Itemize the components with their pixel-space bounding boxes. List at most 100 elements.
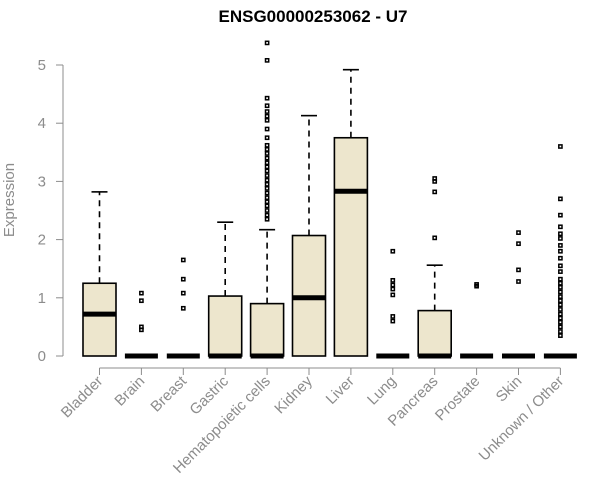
- x-tick-label: Bladder: [58, 373, 107, 422]
- y-axis-label: Expression: [1, 163, 18, 237]
- outlier-point: [558, 298, 563, 304]
- outlier-point: [390, 286, 396, 292]
- outlier-point: [264, 160, 270, 166]
- outlier-point: [390, 292, 396, 298]
- outlier-point: [264, 109, 270, 114]
- outlier-point: [558, 324, 563, 330]
- outlier-point: [264, 199, 270, 205]
- outlier-point: [390, 248, 396, 254]
- plot-area: [82, 40, 577, 359]
- box-liver: [333, 68, 369, 357]
- outlier-point: [558, 212, 563, 218]
- outlier-point: [180, 290, 186, 296]
- outlier-point: [516, 267, 521, 273]
- outlier-point: [432, 176, 438, 181]
- outlier-point: [139, 324, 144, 330]
- y-axis: 0 1 2 3 4 5: [38, 57, 64, 365]
- outlier-point: [264, 117, 270, 123]
- outlier-point: [516, 241, 521, 247]
- outlier-point: [558, 307, 563, 312]
- box-prostate: [460, 282, 494, 359]
- outlier-point: [264, 113, 270, 119]
- outlier-point: [558, 255, 563, 261]
- box-hematopoietic-cells: [249, 40, 285, 359]
- outlier-point: [264, 147, 270, 152]
- outlier-point: [558, 231, 563, 237]
- outlier-point: [264, 186, 270, 191]
- outlier-point: [558, 329, 563, 334]
- box-lung: [376, 248, 410, 359]
- outlier-point: [264, 126, 270, 132]
- outlier-point: [558, 333, 563, 338]
- x-tick-label: Breast: [147, 372, 190, 415]
- outlier-point: [390, 318, 396, 324]
- outlier-point: [264, 95, 270, 101]
- x-tick-label: Kidney: [271, 372, 316, 417]
- iqr-box: [417, 309, 453, 357]
- y-tick-label: 3: [38, 173, 46, 190]
- outlier-point: [390, 282, 396, 288]
- outlier-point: [264, 168, 270, 174]
- x-tick-label: Prostate: [432, 373, 484, 425]
- outlier-point: [264, 177, 270, 183]
- iqr-box: [333, 136, 369, 357]
- box-skin: [502, 230, 535, 359]
- outlier-point: [558, 236, 563, 241]
- outlier-point: [558, 319, 563, 325]
- outlier-point: [558, 311, 563, 317]
- outlier-point: [558, 263, 563, 269]
- outlier-point: [558, 243, 563, 248]
- outlier-point: [264, 135, 270, 141]
- box-unknown-other: [543, 144, 577, 359]
- outlier-point: [558, 144, 563, 149]
- outlier-point: [264, 57, 270, 63]
- outlier-point: [558, 315, 563, 321]
- y-tick-label: 2: [38, 232, 46, 249]
- outlier-point: [264, 173, 270, 178]
- y-tick-label: 0: [38, 348, 46, 365]
- outlier-point: [558, 276, 563, 282]
- y-tick-label: 1: [38, 290, 46, 307]
- outlier-point: [558, 280, 563, 286]
- outlier-point: [264, 181, 270, 187]
- outlier-point: [558, 294, 563, 299]
- box-breast: [166, 257, 200, 359]
- outlier-point: [558, 289, 563, 295]
- outlier-point: [558, 248, 563, 254]
- iqr-box: [249, 302, 285, 357]
- outlier-point: [516, 230, 521, 235]
- outlier-point: [180, 276, 186, 282]
- box-brain: [124, 290, 158, 359]
- outlier-point: [264, 190, 270, 196]
- outlier-point: [264, 203, 270, 209]
- outlier-point: [558, 196, 563, 202]
- iqr-box: [207, 295, 243, 357]
- outlier-point: [516, 279, 521, 284]
- x-tick-label: Lung: [364, 373, 400, 409]
- outlier-point: [264, 164, 270, 170]
- outlier-point: [558, 302, 563, 308]
- outlier-point: [264, 208, 270, 213]
- outlier-point: [264, 195, 270, 201]
- outlier-point: [558, 284, 563, 290]
- box-kidney: [291, 114, 327, 357]
- box-gastric: [207, 221, 243, 359]
- outlier-point: [432, 235, 438, 241]
- x-tick-label: Brain: [111, 373, 148, 410]
- outlier-point: [264, 155, 270, 161]
- chart-title: ENSG00000253062 - U7: [218, 7, 407, 26]
- outlier-point: [139, 290, 144, 296]
- outlier-point: [139, 298, 144, 304]
- box-pancreas: [417, 176, 453, 359]
- outlier-point: [264, 142, 270, 148]
- outlier-point: [390, 277, 396, 283]
- outlier-point: [264, 212, 270, 218]
- outlier-point: [558, 224, 563, 230]
- outlier-point: [558, 269, 563, 274]
- outlier-point: [264, 103, 270, 109]
- box-bladder: [82, 191, 117, 357]
- outlier-point: [432, 189, 438, 195]
